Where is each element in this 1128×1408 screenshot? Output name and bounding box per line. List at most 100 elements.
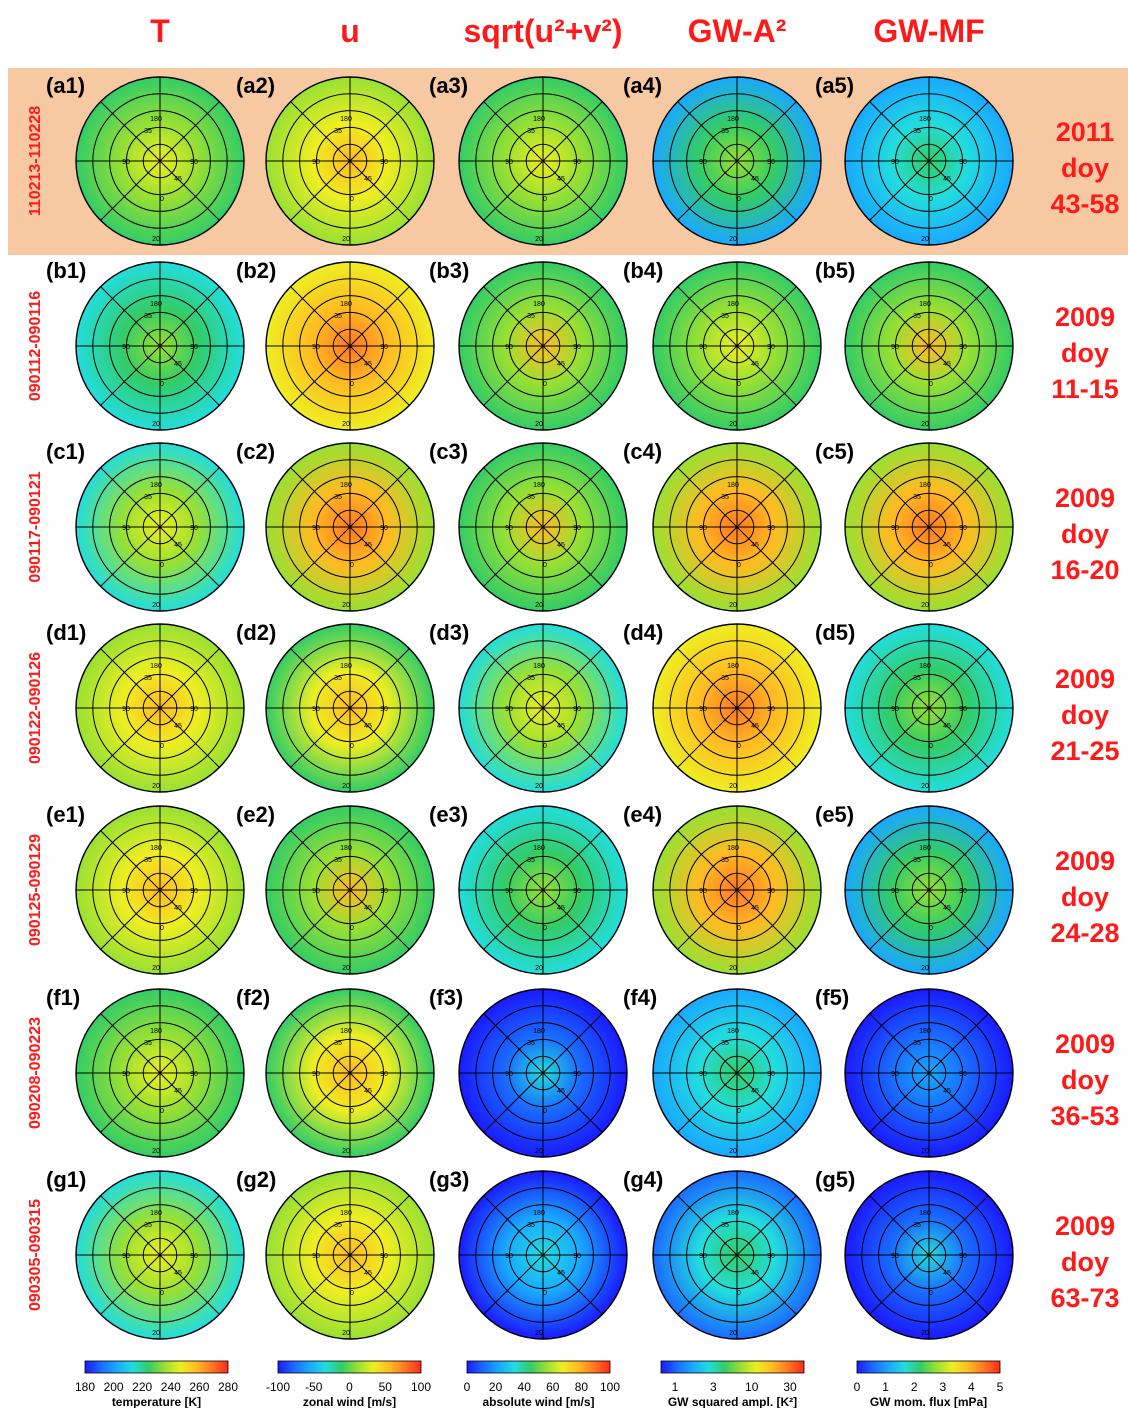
polar-panel-e5: 180 35 90 90 45 0 20 (e5)	[815, 802, 1014, 975]
header-u: u	[340, 13, 360, 49]
latitude-label-45: 45	[557, 361, 565, 368]
longitude-label-0: 0	[350, 381, 354, 388]
longitude-label-180: 180	[340, 663, 352, 670]
latitude-label-35: 35	[721, 857, 729, 864]
meridian-line	[869, 467, 989, 587]
meridian-line	[483, 1195, 603, 1315]
latitude-label-45: 45	[943, 1270, 951, 1277]
panel-label: (e5)	[815, 802, 854, 827]
longitude-label-180: 180	[533, 1210, 545, 1217]
row-year-doy: 2009 doy 36-53	[1050, 1029, 1119, 1131]
longitude-label-90-east: 90	[767, 1253, 775, 1260]
longitude-label-90: 90	[312, 525, 320, 532]
longitude-label-180: 180	[340, 482, 352, 489]
latitude-label-20: 20	[152, 1330, 160, 1337]
panel-label: (c1)	[46, 439, 85, 464]
panel-label: (e2)	[236, 802, 275, 827]
latitude-label-45: 45	[751, 176, 759, 183]
polar-panel-e4: 180 35 90 90 45 0 20 (e4)	[623, 802, 822, 975]
row-labels: 110213-110228 2011 doy 43-58 090112-090116 20…	[27, 106, 1120, 1313]
polar-panel-c3: 180 35 90 90 45 0 20 (c3)	[429, 439, 628, 612]
panel-label: (f5)	[815, 985, 849, 1010]
row-date-range: 090122-090126	[27, 652, 44, 764]
polar-panel-c4: 180 35 90 90 45 0 20 (c4)	[623, 439, 822, 612]
latitude-label-35: 35	[721, 675, 729, 682]
polar-panel-d4: 180 35 90 90 45 0 20 (d4)	[623, 620, 822, 793]
latitude-label-20: 20	[342, 783, 350, 790]
row-doy-range: 43-58	[1050, 189, 1119, 219]
latitude-label-20: 20	[729, 1330, 737, 1337]
latitude-label-35: 35	[334, 128, 342, 135]
meridian-line	[100, 286, 220, 406]
longitude-label-90-east: 90	[190, 888, 198, 895]
longitude-label-90-east: 90	[767, 525, 775, 532]
longitude-label-90: 90	[122, 1253, 130, 1260]
latitude-label-20: 20	[729, 602, 737, 609]
polar-panel-g1: 180 35 90 90 45 0 20 (g1)	[46, 1167, 245, 1340]
colorbar-tick: 80	[575, 1380, 589, 1394]
row-doy-label: doy	[1061, 1065, 1109, 1095]
longitude-label-180: 180	[919, 845, 931, 852]
latitude-label-20: 20	[921, 602, 929, 609]
colorbar-tick: 50	[379, 1380, 393, 1394]
row-year-doy: 2009 doy 16-20	[1050, 483, 1119, 585]
colorbar-u: -100 -50 0 50 100 zonal wind [m/s]	[266, 1360, 431, 1408]
longitude-label-180: 180	[533, 663, 545, 670]
row-year-doy: 2009 doy 63-73	[1050, 1211, 1119, 1313]
latitude-label-20: 20	[729, 236, 737, 243]
polar-panel-b3: 180 35 90 90 45 0 20 (b3)	[429, 258, 628, 431]
latitude-label-35: 35	[527, 1040, 535, 1047]
row-date-range: 090125-090129	[27, 834, 44, 946]
panel-label: (c4)	[623, 439, 662, 464]
longitude-label-180: 180	[727, 845, 739, 852]
longitude-label-180: 180	[150, 1210, 162, 1217]
row-doy-label: doy	[1061, 882, 1109, 912]
longitude-label-90-east: 90	[959, 888, 967, 895]
colorbar-gwmf: 0 1 2 3 4 5 GW mom. flux [mPa]	[854, 1360, 1004, 1408]
longitude-label-90-east: 90	[190, 1071, 198, 1078]
polar-panel-d2: 180 35 90 90 45 0 20 (d2)	[236, 620, 435, 793]
latitude-label-35: 35	[334, 1222, 342, 1229]
longitude-label-90-east: 90	[959, 1071, 967, 1078]
longitude-label-90: 90	[312, 1253, 320, 1260]
row-doy-range: 24-28	[1050, 918, 1119, 948]
latitude-label-35: 35	[144, 494, 152, 501]
latitude-label-20: 20	[152, 602, 160, 609]
longitude-label-180: 180	[533, 116, 545, 123]
longitude-label-180: 180	[533, 482, 545, 489]
longitude-label-0: 0	[737, 1108, 741, 1115]
meridian-line	[483, 101, 603, 221]
meridian-line	[483, 467, 603, 587]
polar-panel-f3: 180 35 90 90 45 0 20 (f3)	[429, 985, 628, 1158]
latitude-label-45: 45	[174, 542, 182, 549]
longitude-label-90: 90	[891, 344, 899, 351]
longitude-label-0: 0	[350, 1290, 354, 1297]
longitude-label-90-east: 90	[380, 706, 388, 713]
row-year-doy: 2009 doy 21-25	[1050, 664, 1119, 766]
latitude-label-20: 20	[342, 421, 350, 428]
panel-label: (c3)	[429, 439, 468, 464]
latitude-label-35: 35	[913, 128, 921, 135]
latitude-label-20: 20	[535, 965, 543, 972]
longitude-label-90-east: 90	[767, 888, 775, 895]
polar-panel-g4: 180 35 90 90 45 0 20 (g4)	[623, 1167, 822, 1340]
longitude-label-0: 0	[929, 1108, 933, 1115]
polar-panel-e2: 180 35 90 90 45 0 20 (e2)	[236, 802, 435, 975]
meridian-line	[869, 286, 989, 406]
latitude-label-20: 20	[535, 783, 543, 790]
header-gw-momentum-flux: GW-MF	[873, 13, 984, 49]
longitude-label-0: 0	[929, 743, 933, 750]
longitude-label-90: 90	[699, 344, 707, 351]
longitude-label-180: 180	[150, 663, 162, 670]
polar-panel-e1: 180 35 90 90 45 0 20 (e1)	[46, 802, 245, 975]
latitude-label-20: 20	[152, 421, 160, 428]
colorbar-strip	[466, 1360, 611, 1374]
longitude-label-0: 0	[350, 1108, 354, 1115]
row-year: 2009	[1055, 302, 1115, 332]
row-doy-range: 21-25	[1050, 736, 1119, 766]
longitude-label-0: 0	[543, 196, 547, 203]
colorbar-tick: 5	[997, 1380, 1004, 1394]
latitude-label-20: 20	[729, 1148, 737, 1155]
column-headers: T u sqrt(u²+v²) GW-A² GW-MF	[150, 13, 984, 49]
longitude-label-90-east: 90	[959, 706, 967, 713]
